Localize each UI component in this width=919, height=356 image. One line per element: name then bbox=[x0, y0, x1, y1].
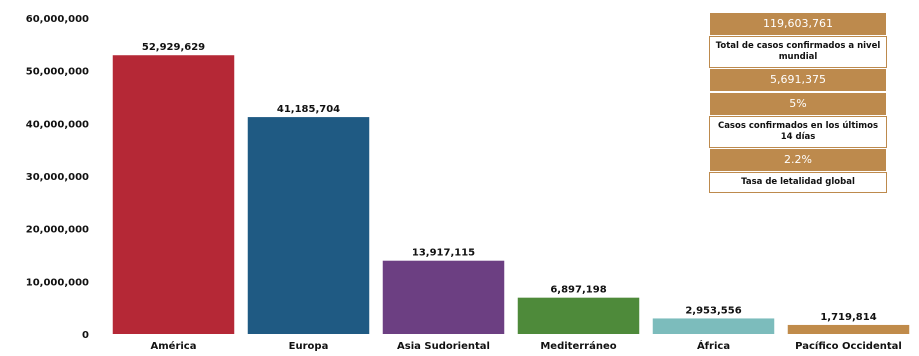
bar bbox=[247, 117, 370, 334]
y-tick-label: 60,000,000 bbox=[26, 14, 89, 25]
bar-value-label: 13,917,115 bbox=[412, 248, 475, 259]
x-category-label: Pacífico Occidental bbox=[795, 340, 902, 352]
bar-value-label: 6,897,198 bbox=[550, 285, 606, 296]
bar bbox=[652, 318, 775, 334]
bar-value-label: 1,719,814 bbox=[820, 312, 876, 323]
bar bbox=[517, 297, 640, 334]
data-labels: 52,929,629 41,185,704 13,917,115 6,897,198 2… bbox=[142, 42, 877, 323]
stats-panel: 119,603,761 Total de casos confirmados a… bbox=[709, 12, 887, 193]
bar-value-label: 2,953,556 bbox=[685, 305, 741, 316]
x-category-label: América bbox=[151, 340, 197, 352]
x-category-label: Asia Sudoriental bbox=[397, 341, 490, 352]
y-axis: 0 10,000,000 20,000,000 30,000,000 40,000,00… bbox=[26, 14, 89, 341]
bar bbox=[382, 260, 505, 334]
recent-cases-label: Casos confirmados en los últimos 14 días bbox=[709, 116, 887, 148]
bar-value-label: 52,929,629 bbox=[142, 42, 205, 53]
bar bbox=[787, 324, 910, 334]
y-tick-label: 10,000,000 bbox=[26, 277, 89, 288]
x-category-label: Europa bbox=[289, 341, 329, 352]
x-category-label: África bbox=[697, 339, 730, 352]
y-tick-label: 50,000,000 bbox=[26, 67, 89, 78]
y-tick-label: 40,000,000 bbox=[26, 119, 89, 130]
x-axis: América Europa Asia Sudoriental Mediterráne… bbox=[151, 339, 902, 352]
bar bbox=[112, 55, 235, 335]
y-tick-label: 0 bbox=[82, 330, 89, 341]
recent-cases-percent: 5% bbox=[709, 92, 887, 116]
total-cases-label: Total de casos confirmados a nivel mundi… bbox=[709, 36, 887, 68]
bar-value-label: 41,185,704 bbox=[277, 104, 340, 115]
lethality-rate-label: Tasa de letalidad global bbox=[709, 172, 887, 193]
y-tick-label: 30,000,000 bbox=[26, 172, 89, 183]
bars bbox=[112, 55, 910, 335]
total-cases-value: 119,603,761 bbox=[709, 12, 887, 36]
recent-cases-value: 5,691,375 bbox=[709, 68, 887, 92]
x-category-label: Mediterráneo bbox=[540, 340, 616, 352]
y-tick-label: 20,000,000 bbox=[26, 225, 89, 236]
lethality-rate-value: 2.2% bbox=[709, 148, 887, 172]
